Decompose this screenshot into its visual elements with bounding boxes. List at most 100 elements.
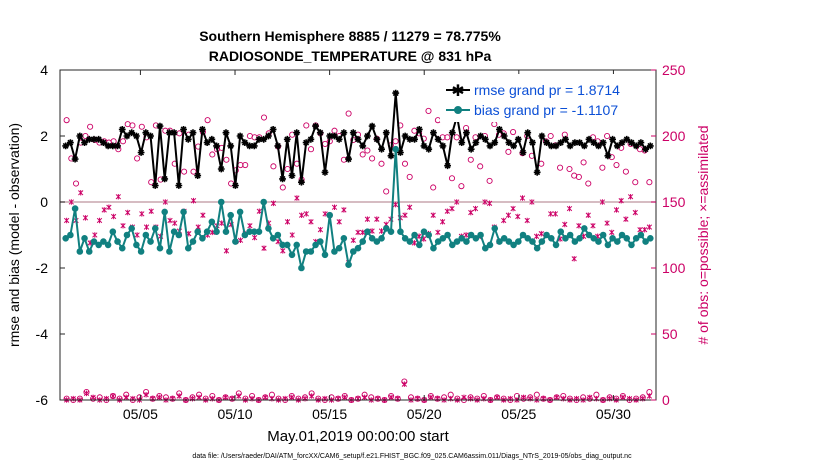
obs-possible-point (148, 179, 155, 186)
obs-assimilated-point (236, 393, 242, 399)
obs-assimilated-point (222, 394, 229, 401)
rmse-data-point (430, 129, 437, 137)
bias-data-point (486, 241, 494, 249)
legend: ✱ rmse grand pr = 1.8714 bias grand pr =… (440, 74, 653, 122)
obs-possible-point (646, 179, 653, 186)
x-tick-label: 05/05 (123, 406, 158, 422)
bias-data-point (76, 248, 84, 255)
rmse-data-point (373, 135, 381, 143)
rmse-data-point (566, 142, 574, 150)
bias-data-point (472, 235, 480, 242)
bias-data-point (552, 241, 560, 249)
bias-data-point (411, 231, 418, 239)
x-tick-label: 05/15 (312, 406, 347, 422)
obs-assimilated-point (609, 229, 615, 236)
rmse-data-point (623, 135, 631, 143)
rmse-data-point (274, 142, 282, 150)
bias-data-point (491, 225, 499, 232)
rmse-data-point (382, 129, 390, 137)
obs-possible-point (613, 161, 620, 169)
bias-data-point (430, 244, 437, 252)
obs-possible-point (87, 123, 94, 130)
obs-assimilated-point (505, 212, 512, 218)
rmse-data-point (236, 132, 244, 140)
rmse-data-point (543, 139, 550, 146)
obs-assimilated-point (463, 232, 469, 238)
obs-possible-point (134, 155, 141, 162)
obs-possible-point (505, 148, 512, 155)
obs-assimilated-point (515, 213, 521, 220)
obs-assimilated-point (454, 199, 460, 205)
chart-title-line1: Southern Hemisphere 8885 / 11279 = 78.77… (199, 28, 501, 44)
obs-assimilated-point (303, 211, 309, 217)
rmse-data-point (298, 178, 305, 186)
rmse-data-point (467, 145, 475, 153)
obs-possible-point (632, 179, 639, 186)
rmse-data-point (439, 142, 447, 150)
obs-possible-point (547, 132, 554, 140)
obs-assimilated-point (139, 211, 145, 217)
rmse-data-point (283, 135, 291, 143)
obs-assimilated-point (308, 219, 314, 225)
rmse-data-point (585, 135, 593, 143)
rmse-data-point (637, 139, 645, 146)
obs-possible-point (209, 151, 216, 158)
rmse-data-point (364, 132, 371, 140)
obs-assimilated-point (360, 229, 366, 236)
obs-possible-point (566, 165, 573, 173)
obs-possible-point (345, 110, 352, 117)
legend-box (440, 74, 653, 122)
rmse-data-point (514, 135, 522, 143)
y-tick-label: 0 (40, 194, 48, 210)
obs-assimilated-point (172, 220, 178, 226)
rmse-data-point (411, 135, 418, 143)
obs-assimilated-point (486, 200, 493, 207)
rmse-data-point (156, 122, 164, 130)
bias-data-point (533, 244, 541, 252)
bias-data-point (67, 231, 74, 239)
rmse-data-point (222, 129, 230, 137)
rmse-data-point (529, 139, 536, 146)
bias-data-point (590, 235, 598, 242)
obs-assimilated-point (196, 394, 202, 401)
bias-data-point (147, 238, 154, 245)
bias-data-point (420, 228, 428, 235)
bias-data-point (269, 235, 277, 242)
obs-assimilated-point (247, 223, 253, 229)
obs-assimilated-point (341, 207, 347, 213)
bias-data-point (505, 238, 513, 245)
obs-assimilated-point (552, 211, 559, 217)
bias-data-point (265, 225, 272, 232)
bias-data-point (81, 235, 88, 242)
obs-assimilated-point (444, 208, 450, 214)
obs-assimilated-point (83, 390, 90, 397)
obs-assimilated-point (261, 245, 267, 251)
bias-data-point (618, 231, 626, 239)
rmse-data-point (288, 172, 296, 179)
obs-assimilated-point (587, 394, 593, 401)
y-tick-label: -6 (36, 392, 49, 408)
bias-data-point (222, 228, 230, 235)
obs-possible-point (129, 122, 136, 129)
obs-assimilated-point (361, 394, 368, 401)
rmse-data-point (241, 139, 249, 146)
obs-assimilated-point (223, 248, 230, 254)
rmse-data-point (628, 139, 635, 146)
bias-data-point (331, 248, 338, 255)
axis-ticks: -6 -4 -2 0 2 4 0 50 100 150 200 250 05/05 05/10 05/15 0… (36, 62, 686, 422)
rmse-data-point (444, 162, 451, 170)
bias-data-point (387, 228, 395, 235)
obs-assimilated-point (623, 216, 629, 222)
bias-data-point (439, 235, 447, 242)
obs-assimilated-point (482, 199, 488, 205)
bias-data-point (189, 238, 197, 245)
rmse-data-point (133, 132, 140, 140)
obs-assimilated-point (331, 204, 338, 211)
bias-data-point (100, 238, 107, 245)
axes-box (59, 69, 657, 401)
rmse-data-point (246, 142, 253, 150)
chart-title-line2: RADIOSONDE_TEMPERATURE @ 831 hPa (209, 48, 492, 64)
rmse-data-point (199, 126, 206, 133)
obs-possible-point (369, 155, 376, 162)
obs-assimilated-point (571, 256, 577, 262)
